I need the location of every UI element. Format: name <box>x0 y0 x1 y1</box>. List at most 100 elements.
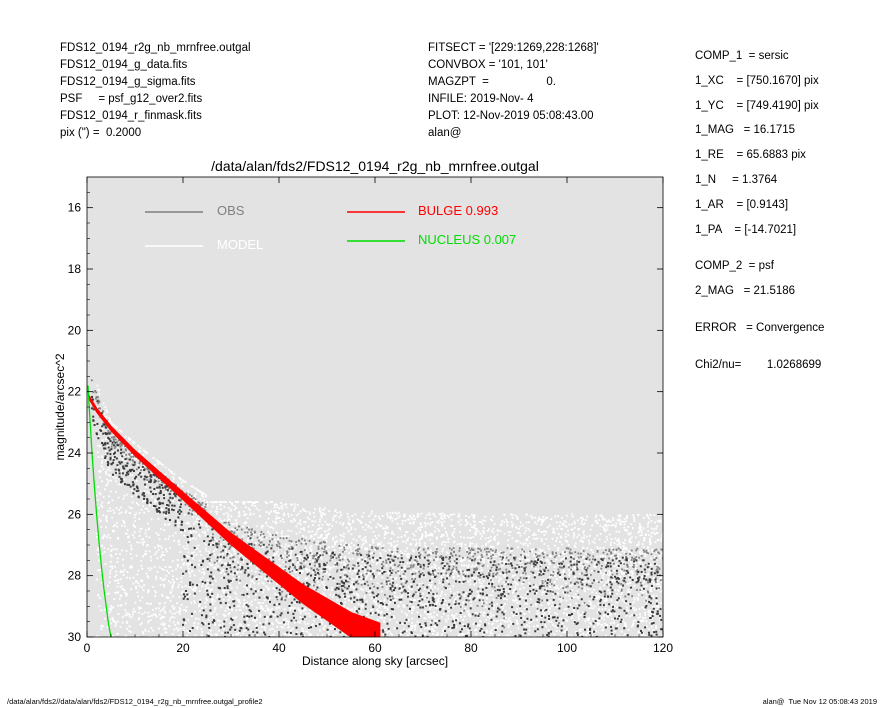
model-point <box>193 594 196 597</box>
model-point <box>314 556 317 559</box>
model-point <box>297 561 300 564</box>
model-point <box>223 602 226 605</box>
model-point <box>588 607 590 609</box>
model-point <box>331 525 334 527</box>
model-point <box>372 541 375 544</box>
model-point <box>343 532 345 535</box>
model-point <box>555 540 557 542</box>
model-point <box>565 552 568 554</box>
model-point <box>200 571 203 574</box>
model-point <box>321 623 324 625</box>
model-point <box>610 599 613 602</box>
model-point <box>455 597 457 600</box>
model-point <box>97 506 100 509</box>
model-point <box>287 623 290 626</box>
model-point <box>592 617 595 620</box>
model-point <box>293 518 296 521</box>
model-point <box>147 522 149 525</box>
model-point <box>138 535 141 537</box>
model-point <box>121 588 124 591</box>
model-point <box>198 583 200 586</box>
model-point <box>281 504 284 507</box>
model-point <box>541 549 544 552</box>
model-point <box>440 534 443 536</box>
model-point <box>563 519 566 522</box>
model-point <box>557 515 560 517</box>
model-point <box>563 597 566 600</box>
model-point <box>389 619 391 622</box>
model-point <box>364 539 367 542</box>
model-point <box>501 520 504 522</box>
model-point <box>344 571 347 573</box>
model-point <box>553 566 556 568</box>
model-point <box>459 613 462 616</box>
model-point <box>304 520 307 523</box>
model-point <box>432 513 435 516</box>
model-point <box>527 528 530 530</box>
model-point <box>393 636 395 637</box>
model-point <box>127 612 130 615</box>
model-point <box>250 580 252 582</box>
model-point <box>586 618 589 621</box>
model-point <box>459 523 462 526</box>
model-point <box>467 564 470 567</box>
model-point <box>265 585 268 588</box>
model-point <box>276 517 279 520</box>
model-point <box>619 522 621 525</box>
model-point <box>100 624 103 627</box>
model-point <box>447 617 450 620</box>
model-point <box>400 630 403 633</box>
model-point <box>278 564 281 567</box>
model-point <box>142 538 145 541</box>
model-point <box>385 565 388 567</box>
model-point <box>582 613 585 615</box>
model-point <box>147 603 150 605</box>
model-point <box>331 558 333 561</box>
model-point <box>117 536 119 539</box>
model-point <box>440 517 443 520</box>
model-point <box>109 554 112 556</box>
model-point <box>134 513 136 516</box>
model-point <box>457 601 460 603</box>
model-point <box>465 564 468 567</box>
model-point <box>355 592 358 595</box>
model-point <box>507 544 510 547</box>
model-point <box>461 564 463 567</box>
model-point <box>496 603 499 606</box>
model-point <box>486 585 488 588</box>
model-point <box>355 539 358 542</box>
model-point <box>155 607 157 610</box>
model-point <box>609 573 611 576</box>
model-point <box>194 493 197 495</box>
model-point <box>417 606 419 608</box>
model-point <box>232 636 234 637</box>
model-point <box>391 530 394 533</box>
model-point <box>307 636 310 637</box>
model-point <box>244 629 247 632</box>
model-point <box>429 607 432 610</box>
model-point <box>433 566 436 569</box>
model-point <box>533 532 536 535</box>
model-point <box>586 535 588 538</box>
model-point <box>469 536 472 539</box>
model-point <box>116 525 119 528</box>
model-point <box>321 534 323 536</box>
model-point <box>420 629 422 632</box>
model-point <box>246 538 249 541</box>
model-point <box>268 533 271 536</box>
model-point <box>411 588 413 591</box>
model-point <box>186 563 188 565</box>
model-point <box>348 557 351 560</box>
model-point <box>585 634 588 637</box>
model-point <box>203 573 205 576</box>
model-point <box>651 551 654 554</box>
model-point <box>558 554 561 557</box>
model-point <box>192 530 195 533</box>
model-point <box>561 516 563 519</box>
header-left-line-0: FDS12_0194_r2g_nb_mrnfree.outgal <box>60 42 251 54</box>
model-point <box>289 556 291 559</box>
model-point <box>277 538 279 541</box>
model-point <box>465 520 468 523</box>
model-point <box>545 559 548 562</box>
model-point <box>259 636 262 637</box>
